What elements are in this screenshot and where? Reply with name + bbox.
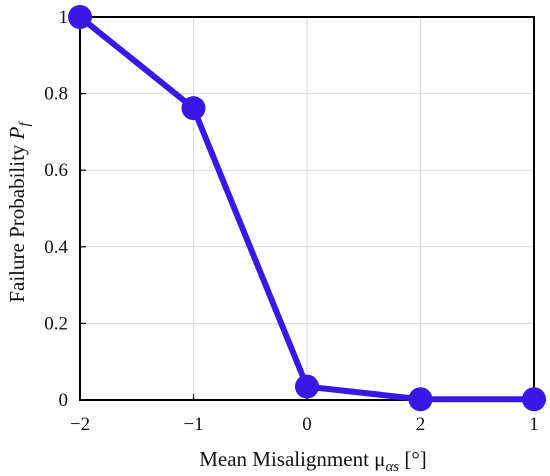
- data-point: [522, 387, 546, 412]
- data-point: [295, 374, 319, 399]
- y-axis-title-main: Failure Probability: [5, 139, 29, 302]
- x-tick-label: 2: [416, 414, 426, 435]
- y-tick-label: 0: [59, 390, 69, 411]
- x-axis-ticks: −2 −1 0 2 1: [70, 394, 539, 435]
- grid-lines: [80, 17, 534, 400]
- x-axis-title-sub: αs: [385, 459, 399, 475]
- x-tick-label: −2: [70, 414, 90, 435]
- series-layer: [68, 5, 546, 412]
- y-tick-label: 0.4: [44, 237, 68, 258]
- y-tick-label: 0.2: [44, 313, 68, 334]
- y-tick-label: 1: [59, 7, 69, 28]
- y-axis-title: Failure Probability Pf: [5, 121, 33, 303]
- x-axis-title-main: Mean Misalignment μ: [199, 447, 385, 471]
- y-axis-ticks: 0 0.2 0.4 0.6 0.8 1: [44, 7, 86, 411]
- x-tick-label: 0: [302, 414, 312, 435]
- data-point: [181, 96, 206, 121]
- x-axis-title-unit: [°]: [399, 447, 427, 471]
- y-axis-title-sub: f: [17, 121, 33, 127]
- y-axis-title-symbol: P: [5, 126, 29, 140]
- data-point: [68, 5, 92, 29]
- x-axis-title: Mean Misalignment μαs [°]: [199, 447, 427, 475]
- y-tick-label: 0.8: [44, 84, 68, 105]
- x-tick-label: −1: [183, 414, 203, 435]
- data-point: [408, 387, 433, 412]
- x-tick-label: 1: [529, 414, 539, 435]
- y-tick-label: 0.6: [44, 160, 68, 181]
